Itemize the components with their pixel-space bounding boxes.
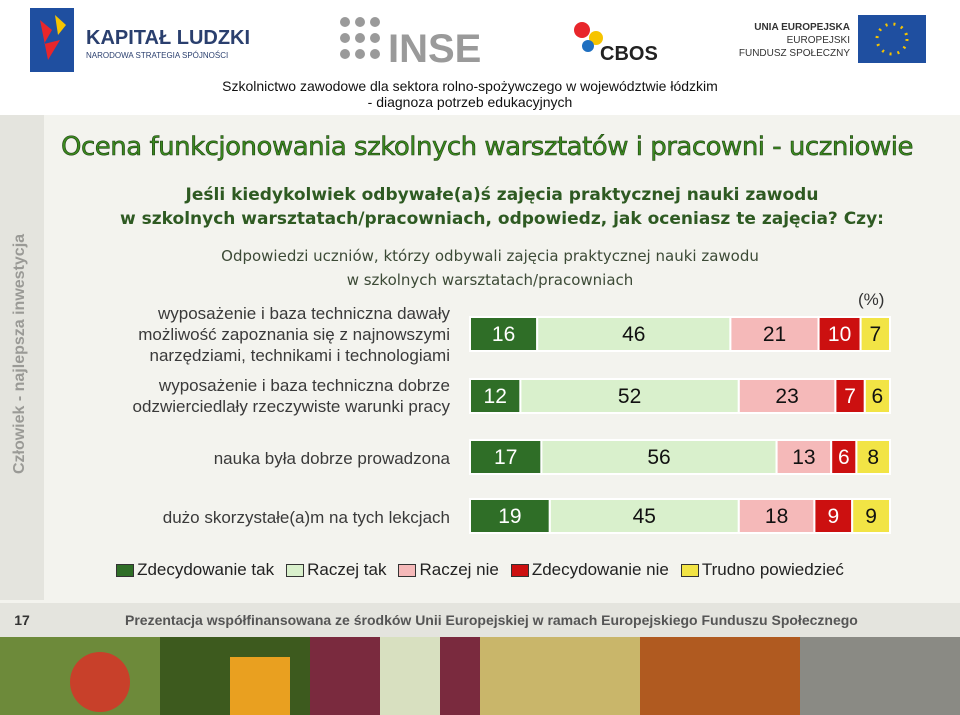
logo-inse: INSE — [388, 27, 481, 71]
value-label: 9 — [827, 505, 839, 528]
logo-star — [55, 15, 66, 35]
eu-flag — [858, 15, 926, 63]
bar-segment — [863, 378, 891, 414]
logo-dots — [340, 17, 380, 59]
value-label: 12 — [484, 385, 507, 408]
bar-segment — [469, 439, 543, 475]
legend-label: Raczej nie — [419, 560, 499, 579]
logo-title: KAPITAŁ LUDZKI — [86, 27, 250, 49]
bar-segment — [548, 498, 740, 534]
value-label: 21 — [763, 323, 786, 346]
value-label: 45 — [633, 505, 656, 528]
bar-segment — [834, 378, 866, 414]
photo-bread — [640, 637, 800, 715]
question: Jeśli kiedykolwiek odbywałe(a)ś zajęcia … — [120, 185, 884, 229]
legend-item: Zdecydowanie tak — [116, 560, 274, 580]
legend-item: Raczej tak — [286, 560, 386, 580]
logo-mark — [582, 40, 594, 52]
value-label: 18 — [765, 505, 788, 528]
logo-eu-line: FUNDUSZ SPOŁECZNY — [739, 48, 850, 59]
photo-pepper — [230, 657, 290, 715]
legend-swatch — [510, 563, 529, 577]
category-label: dużo skorzystałe(a)m na tych lekcjach — [162, 507, 450, 527]
slide-title: Ocena funkcjonowania szkolnych warsztató… — [61, 132, 914, 163]
value-label: 8 — [867, 446, 879, 469]
logo-subtitle: NARODOWA STRATEGIA SPÓJNOŚCI — [86, 51, 228, 60]
note: Odpowiedzi uczniów, którzy odbywali zaję… — [221, 247, 759, 289]
value-label: 23 — [775, 385, 798, 408]
logos: KAPITAŁ LUDZKI NARODOWA STRATEGIA SPÓJNO… — [30, 8, 926, 110]
eu-stars — [875, 22, 909, 56]
unit-label: (%) — [858, 290, 885, 309]
logo-star — [40, 20, 60, 60]
value-label: 56 — [647, 446, 670, 469]
value-label: 7 — [844, 385, 856, 408]
value-label: 19 — [498, 505, 521, 528]
photo-apple — [70, 652, 130, 712]
legend: Zdecydowanie tak Raczej tak Raczej nie Zdec… — [0, 560, 960, 580]
bar-segment — [729, 316, 820, 352]
legend-label: Zdecydowanie tak — [137, 560, 275, 579]
footer — [0, 603, 960, 637]
photo-wheat — [480, 637, 640, 715]
photo-classroom — [800, 637, 960, 715]
project-title: Szkolnictwo zawodowe dla sektora rolno-s… — [222, 78, 718, 94]
legend-swatch — [116, 563, 135, 577]
photo-strip — [0, 637, 960, 715]
legend-swatch — [680, 563, 699, 577]
logo-mark — [589, 31, 603, 45]
legend-label: Raczej tak — [307, 560, 387, 579]
logo-eu-line: EUROPEJSKI — [787, 35, 850, 46]
value-label: 52 — [618, 385, 641, 408]
footer-text: Prezentacja współfinansowana ze środków … — [125, 612, 858, 628]
legend-label: Zdecydowanie nie — [531, 560, 669, 579]
logo-eu-line: UNIA EUROPEJSKA — [754, 22, 850, 33]
legend-item: Trudno powiedzieć — [680, 560, 844, 580]
legend-label: Trudno powiedzieć — [701, 560, 844, 579]
page-number: 17 — [14, 612, 30, 628]
category-label: wyposażenie i baza techniczna dobrze odz… — [132, 376, 450, 416]
value-label: 13 — [792, 446, 815, 469]
logo-cbos: CBOS — [600, 43, 658, 65]
value-label: 7 — [869, 323, 881, 346]
category-label: nauka była dobrze prowadzona — [213, 448, 450, 468]
bar-segment — [851, 498, 892, 534]
project-subtitle: - diagnoza potrzeb edukacyjnych — [368, 94, 573, 110]
legend-swatch — [398, 563, 417, 577]
logo-flag — [30, 8, 74, 72]
bar-segment — [859, 316, 891, 352]
photo-leeks — [380, 637, 440, 715]
bar-segment — [469, 316, 539, 352]
value-label: 9 — [865, 505, 877, 528]
value-label: 10 — [828, 323, 851, 346]
value-label: 46 — [622, 323, 645, 346]
category-label: wyposażenie i baza techniczna dawały moż… — [138, 303, 450, 365]
logo-mark — [574, 22, 590, 38]
bar-segment — [469, 378, 522, 414]
bar-segment — [813, 498, 854, 534]
legend-swatch — [286, 563, 305, 577]
legend-item: Raczej nie — [398, 560, 499, 580]
legend-item: Zdecydowanie nie — [510, 560, 669, 580]
bar-segment — [737, 498, 816, 534]
value-label: 17 — [494, 446, 517, 469]
bar-segment — [830, 439, 858, 475]
value-label: 16 — [492, 323, 515, 346]
bar-segment — [855, 439, 892, 475]
sidebar — [0, 115, 44, 600]
bar-segment — [469, 498, 551, 534]
bar-segment — [775, 439, 833, 475]
value-label: 6 — [838, 446, 850, 469]
header: KAPITAŁ LUDZKI NARODOWA STRATEGIA SPÓJNO… — [0, 0, 960, 115]
bar-segment — [536, 316, 732, 352]
value-label: 6 — [872, 385, 884, 408]
